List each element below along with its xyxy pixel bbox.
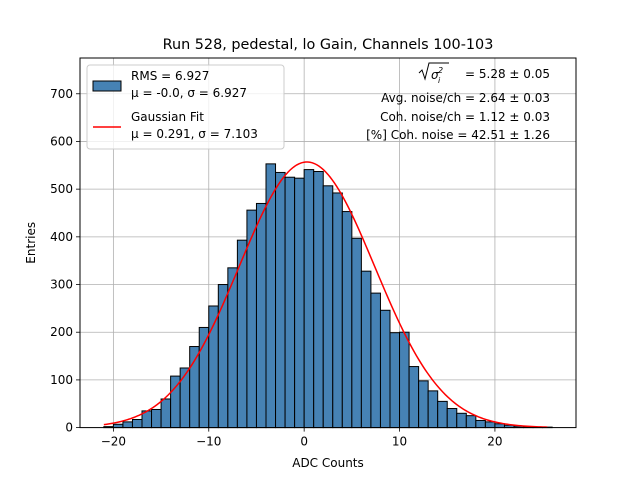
- svg-text:σ: σ: [431, 68, 439, 82]
- histogram-bar: [341, 211, 353, 429]
- svg-text:i: i: [438, 76, 441, 85]
- annotation-line1: = 5.28 ± 0.05: [465, 67, 550, 81]
- svg-text:2: 2: [438, 66, 443, 75]
- histogram-bar: [418, 380, 429, 429]
- x-tick-label: −10: [196, 435, 221, 449]
- legend-fit-label-line1: Gaussian Fit: [131, 110, 204, 124]
- histogram-bar: [122, 421, 133, 429]
- histogram-bar: [360, 270, 372, 429]
- x-axis-label: ADC Counts: [292, 456, 364, 470]
- x-tick-label: 20: [487, 435, 502, 449]
- histogram-bar: [112, 423, 124, 429]
- annotation-line3: Coh. noise/ch = 1.12 ± 0.03: [380, 110, 550, 124]
- y-tick-label: 600: [50, 134, 73, 148]
- histogram-bar: [179, 367, 191, 429]
- histogram-bar: [351, 237, 362, 429]
- histogram-bar: [160, 398, 172, 429]
- histogram-bar: [303, 169, 315, 429]
- histogram-bar: [484, 421, 496, 429]
- histogram-bar: [379, 309, 391, 429]
- x-axis-ticks: −20 −10 0 10 20: [101, 427, 503, 449]
- histogram-bar: [465, 415, 477, 429]
- histogram-bar: [475, 419, 486, 429]
- y-tick-label: 400: [50, 230, 73, 244]
- histogram-bar: [189, 346, 200, 429]
- histogram-bar: [456, 412, 467, 429]
- annotation-line4: [%] Coh. noise = 42.51 ± 1.26: [366, 128, 550, 142]
- histogram-bar: [446, 408, 458, 429]
- histogram-bar: [131, 418, 143, 429]
- histogram-bar: [313, 171, 324, 429]
- histogram-bar: [389, 332, 401, 429]
- histogram-bar: [408, 366, 420, 429]
- legend-box: [86, 64, 285, 150]
- histogram-bar: [332, 192, 343, 429]
- histogram-bar: [284, 176, 296, 429]
- histogram-bar: [494, 423, 505, 429]
- histogram-bar: [370, 292, 381, 429]
- gaussian-fit-line: [103, 161, 548, 428]
- histogram-bar: [427, 390, 439, 429]
- x-tick-label: 0: [300, 435, 308, 449]
- y-tick-label: 100: [50, 373, 73, 387]
- histogram-bar: [322, 185, 334, 429]
- y-tick-label: 300: [50, 278, 73, 292]
- y-tick-label: 500: [50, 182, 73, 196]
- y-axis-label: Entries: [24, 222, 38, 264]
- annotation-sqrt-sigma-symbol: σ 2 i: [418, 62, 449, 85]
- y-tick-label: 0: [65, 421, 73, 435]
- histogram-bar: [399, 331, 410, 429]
- histogram-bar: [217, 284, 229, 429]
- histogram-bars: [103, 163, 553, 429]
- legend-fit-label-line2: μ = 0.291, σ = 7.103: [131, 127, 258, 141]
- y-axis-ticks: 0 100 200 300 400 500 600 700: [50, 87, 80, 435]
- histogram-bar: [151, 408, 162, 429]
- legend-histogram-label-line2: μ = -0.0, σ = 6.927: [131, 86, 247, 100]
- histogram-bar: [275, 171, 286, 429]
- y-tick-label: 200: [50, 325, 73, 339]
- legend-histogram-label-line1: RMS = 6.927: [131, 69, 209, 83]
- x-tick-label: 10: [392, 435, 407, 449]
- noise-annotations: σ 2 i = 5.28 ± 0.05 Avg. noise/ch = 2.64…: [366, 62, 550, 142]
- histogram-bar: [227, 267, 238, 429]
- x-tick-label: −20: [101, 435, 126, 449]
- annotation-line2: Avg. noise/ch = 2.64 ± 0.03: [381, 91, 550, 105]
- chart-title: Run 528, pedestal, lo Gain, Channels 100…: [163, 37, 494, 53]
- histogram-bar: [255, 202, 267, 429]
- histogram-bar: [294, 177, 305, 429]
- legend: RMS = 6.927 μ = -0.0, σ = 6.927 Gaussian…: [86, 64, 285, 150]
- histogram-bar: [437, 400, 448, 429]
- legend-histogram-patch: [92, 80, 122, 92]
- plot-frame: [79, 57, 577, 429]
- histogram-bar: [246, 209, 257, 429]
- y-tick-label: 700: [50, 87, 73, 101]
